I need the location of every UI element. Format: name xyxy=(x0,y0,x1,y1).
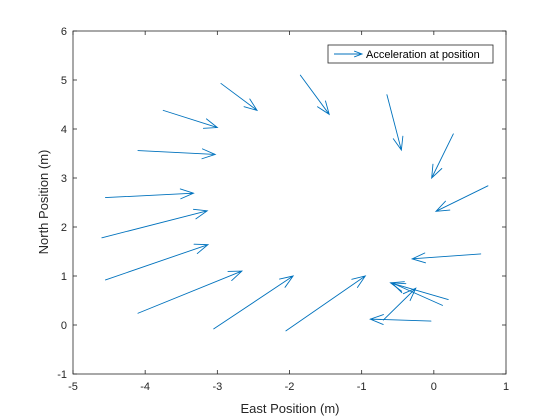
quiver-arrow-5 xyxy=(105,188,195,200)
quiver-arrow-1 xyxy=(105,243,210,281)
legend: Acceleration at position xyxy=(327,44,494,64)
quiver-arrow-3 xyxy=(213,275,295,330)
x-tick-label-5: 0 xyxy=(431,381,437,393)
x-tick-label-1: -4 xyxy=(140,381,150,393)
x-tick-label-2: -3 xyxy=(212,381,222,393)
quiver-arrow-13 xyxy=(410,252,482,264)
quiver-arrow-17 xyxy=(382,287,417,321)
legend-entry-label: Acceleration at position xyxy=(366,49,480,61)
plot-area xyxy=(73,31,506,374)
y-tick-label-2: 1 xyxy=(61,271,67,283)
quiver-arrow-15 xyxy=(390,282,443,306)
y-axis-label: North Position (m) xyxy=(36,150,51,255)
x-tick-label-6: 1 xyxy=(503,381,509,393)
y-tick-label-7: 6 xyxy=(61,26,67,38)
quiver-arrow-16 xyxy=(369,314,432,325)
quiver-arrow-11 xyxy=(431,133,454,180)
legend-arrow-icon xyxy=(334,50,364,58)
quiver-arrow-4 xyxy=(285,275,367,332)
quiver-arrow-2 xyxy=(137,270,244,314)
quiver-arrow-9 xyxy=(299,74,330,116)
y-tick-label-6: 5 xyxy=(61,75,67,87)
x-tick-label-3: -2 xyxy=(285,381,295,393)
quiver-arrow-6 xyxy=(137,148,217,160)
quiver-arrow-10 xyxy=(386,94,404,152)
y-tick-label-3: 2 xyxy=(61,222,67,234)
x-axis-label: East Position (m) xyxy=(241,401,340,416)
y-tick-label-0: -1 xyxy=(57,369,67,381)
quiver-arrow-7 xyxy=(162,109,219,129)
x-tick-label-4: -1 xyxy=(357,381,367,393)
quiver-arrow-0 xyxy=(101,208,209,239)
y-tick-label-1: 0 xyxy=(61,320,67,332)
y-tick-label-4: 3 xyxy=(61,173,67,185)
x-tick-label-0: -5 xyxy=(68,381,78,393)
legend-arrow-glyph xyxy=(334,50,364,58)
y-tick-label-5: 4 xyxy=(61,124,67,136)
quiver-arrow-8 xyxy=(220,82,259,112)
legend-box xyxy=(327,44,494,64)
quiver-arrow-12 xyxy=(434,185,489,212)
